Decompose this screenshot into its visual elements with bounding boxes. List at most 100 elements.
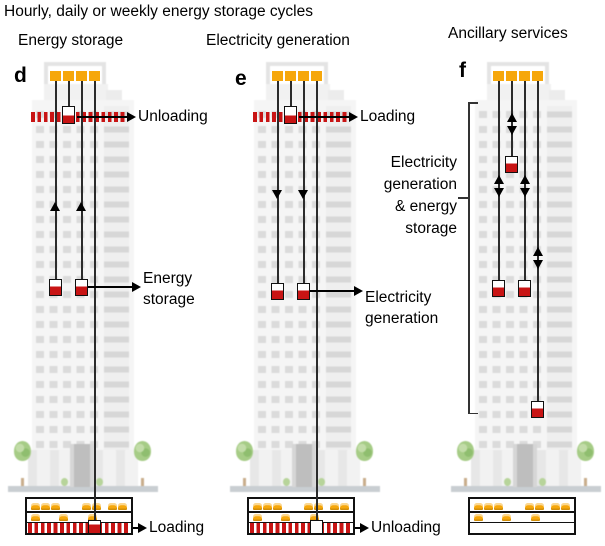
arrow-right-icon xyxy=(132,282,141,292)
arrow-right-icon xyxy=(138,523,147,533)
elevator-car-icon xyxy=(518,280,531,297)
robot-icon xyxy=(253,514,262,521)
bracket-mid-tick xyxy=(458,197,468,199)
arrow-down-icon xyxy=(272,190,282,199)
elevator-car-icon xyxy=(310,520,323,534)
tree-trunk xyxy=(584,478,587,488)
elevator-car-icon xyxy=(62,106,75,124)
basement-robot-row xyxy=(27,512,131,522)
bracket-top-tick xyxy=(468,102,478,104)
subtitle-energy-storage: Energy storage xyxy=(18,32,124,49)
double-arrow-icon xyxy=(494,175,504,197)
label-electricity-generation-and-energy-storage: Electricity generation & energy storage xyxy=(365,152,457,240)
figure-title: Hourly, daily or weekly energy storage c… xyxy=(4,3,313,20)
tree-trunk xyxy=(363,478,366,488)
label-unloading-top: Unloading xyxy=(138,108,208,125)
roof-gantry-post xyxy=(324,62,328,86)
lift-motor-icon xyxy=(89,71,100,81)
robot-icon xyxy=(263,503,272,510)
label-unloading-bottom: Unloading xyxy=(371,519,441,536)
annotation-line xyxy=(310,290,354,292)
lift-motor-icon xyxy=(311,71,322,81)
subtitle-electricity-generation: Electricity generation xyxy=(206,32,350,49)
penthouse xyxy=(44,84,108,102)
tree-icon xyxy=(134,441,151,461)
arrow-down-icon xyxy=(298,190,308,199)
ground-line xyxy=(230,486,380,492)
label-loading-top: Loading xyxy=(360,108,416,125)
tree-icon xyxy=(14,441,31,461)
basement-robot-row xyxy=(470,512,574,522)
robot-icon xyxy=(494,503,503,510)
robot-icon xyxy=(273,503,282,510)
arrow-down-icon xyxy=(520,188,530,197)
tree-icon xyxy=(577,441,594,461)
building-balcony-bands xyxy=(326,106,351,452)
elevator-car-icon xyxy=(49,279,62,296)
roof-gantry-post xyxy=(266,62,270,86)
basement-box xyxy=(247,497,355,535)
elevator-car-icon xyxy=(88,520,101,534)
annotation-line xyxy=(133,527,138,529)
label-line: Energy xyxy=(143,270,193,287)
arrow-up-icon xyxy=(50,202,60,211)
arrow-up-icon xyxy=(520,175,530,184)
bracket-bottom-tick xyxy=(468,412,478,415)
roof-gantry-bar xyxy=(266,62,328,66)
subtitle-ancillary-services: Ancillary services xyxy=(448,25,568,42)
tree-trunk xyxy=(464,478,467,488)
lift-motor-icon xyxy=(272,71,283,81)
robot-icon xyxy=(88,514,97,521)
basement-box xyxy=(25,497,133,535)
building-tower xyxy=(475,100,577,458)
roof-gantry-post xyxy=(44,62,48,86)
bracket xyxy=(468,102,470,414)
penthouse xyxy=(266,84,330,102)
robot-icon xyxy=(314,503,323,510)
label-line: storage xyxy=(143,291,195,308)
robot-icon xyxy=(535,503,544,510)
penthouse xyxy=(487,84,551,102)
robot-icon xyxy=(59,514,68,521)
robot-icon xyxy=(82,503,91,510)
basement-floor-line xyxy=(470,521,574,524)
robot-icon xyxy=(551,503,560,510)
lift-motor-icon xyxy=(506,71,517,81)
cable xyxy=(537,81,539,401)
lift-motor-icon xyxy=(50,71,61,81)
tree-icon xyxy=(356,441,373,461)
panel-letter-d: d xyxy=(14,64,27,87)
robot-icon xyxy=(525,503,534,510)
tree-trunk xyxy=(21,478,24,488)
label-loading-bottom: Loading xyxy=(149,519,205,536)
cable xyxy=(55,81,57,279)
roof-gantry-post xyxy=(487,62,491,86)
tree-trunk xyxy=(243,478,246,488)
tree-icon xyxy=(236,441,253,461)
counterweight-row xyxy=(28,523,130,533)
tree-trunk xyxy=(141,478,144,488)
bush-icon xyxy=(283,478,290,486)
elevator-car-icon xyxy=(505,156,518,173)
basement-robot-row xyxy=(470,499,574,511)
robot-icon xyxy=(31,503,40,510)
basement-robot-row xyxy=(249,512,353,522)
elevator-car-icon xyxy=(492,280,505,297)
bush-icon xyxy=(504,478,511,486)
double-arrow-icon xyxy=(507,113,517,135)
label-line: storage xyxy=(405,220,457,237)
double-arrow-icon xyxy=(533,247,543,269)
bush-icon xyxy=(318,478,325,486)
robot-icon xyxy=(561,503,570,510)
label-line: generation xyxy=(365,310,439,327)
panel-d: d xyxy=(0,0,230,546)
label-electricity-generation: Electricity generation xyxy=(365,287,438,329)
cable xyxy=(68,81,70,107)
arrow-up-icon xyxy=(76,202,86,211)
robot-icon xyxy=(41,503,50,510)
robot-icon xyxy=(310,514,319,521)
robot-icon xyxy=(330,503,339,510)
arrow-up-icon xyxy=(507,113,517,122)
robot-icon xyxy=(474,514,483,521)
